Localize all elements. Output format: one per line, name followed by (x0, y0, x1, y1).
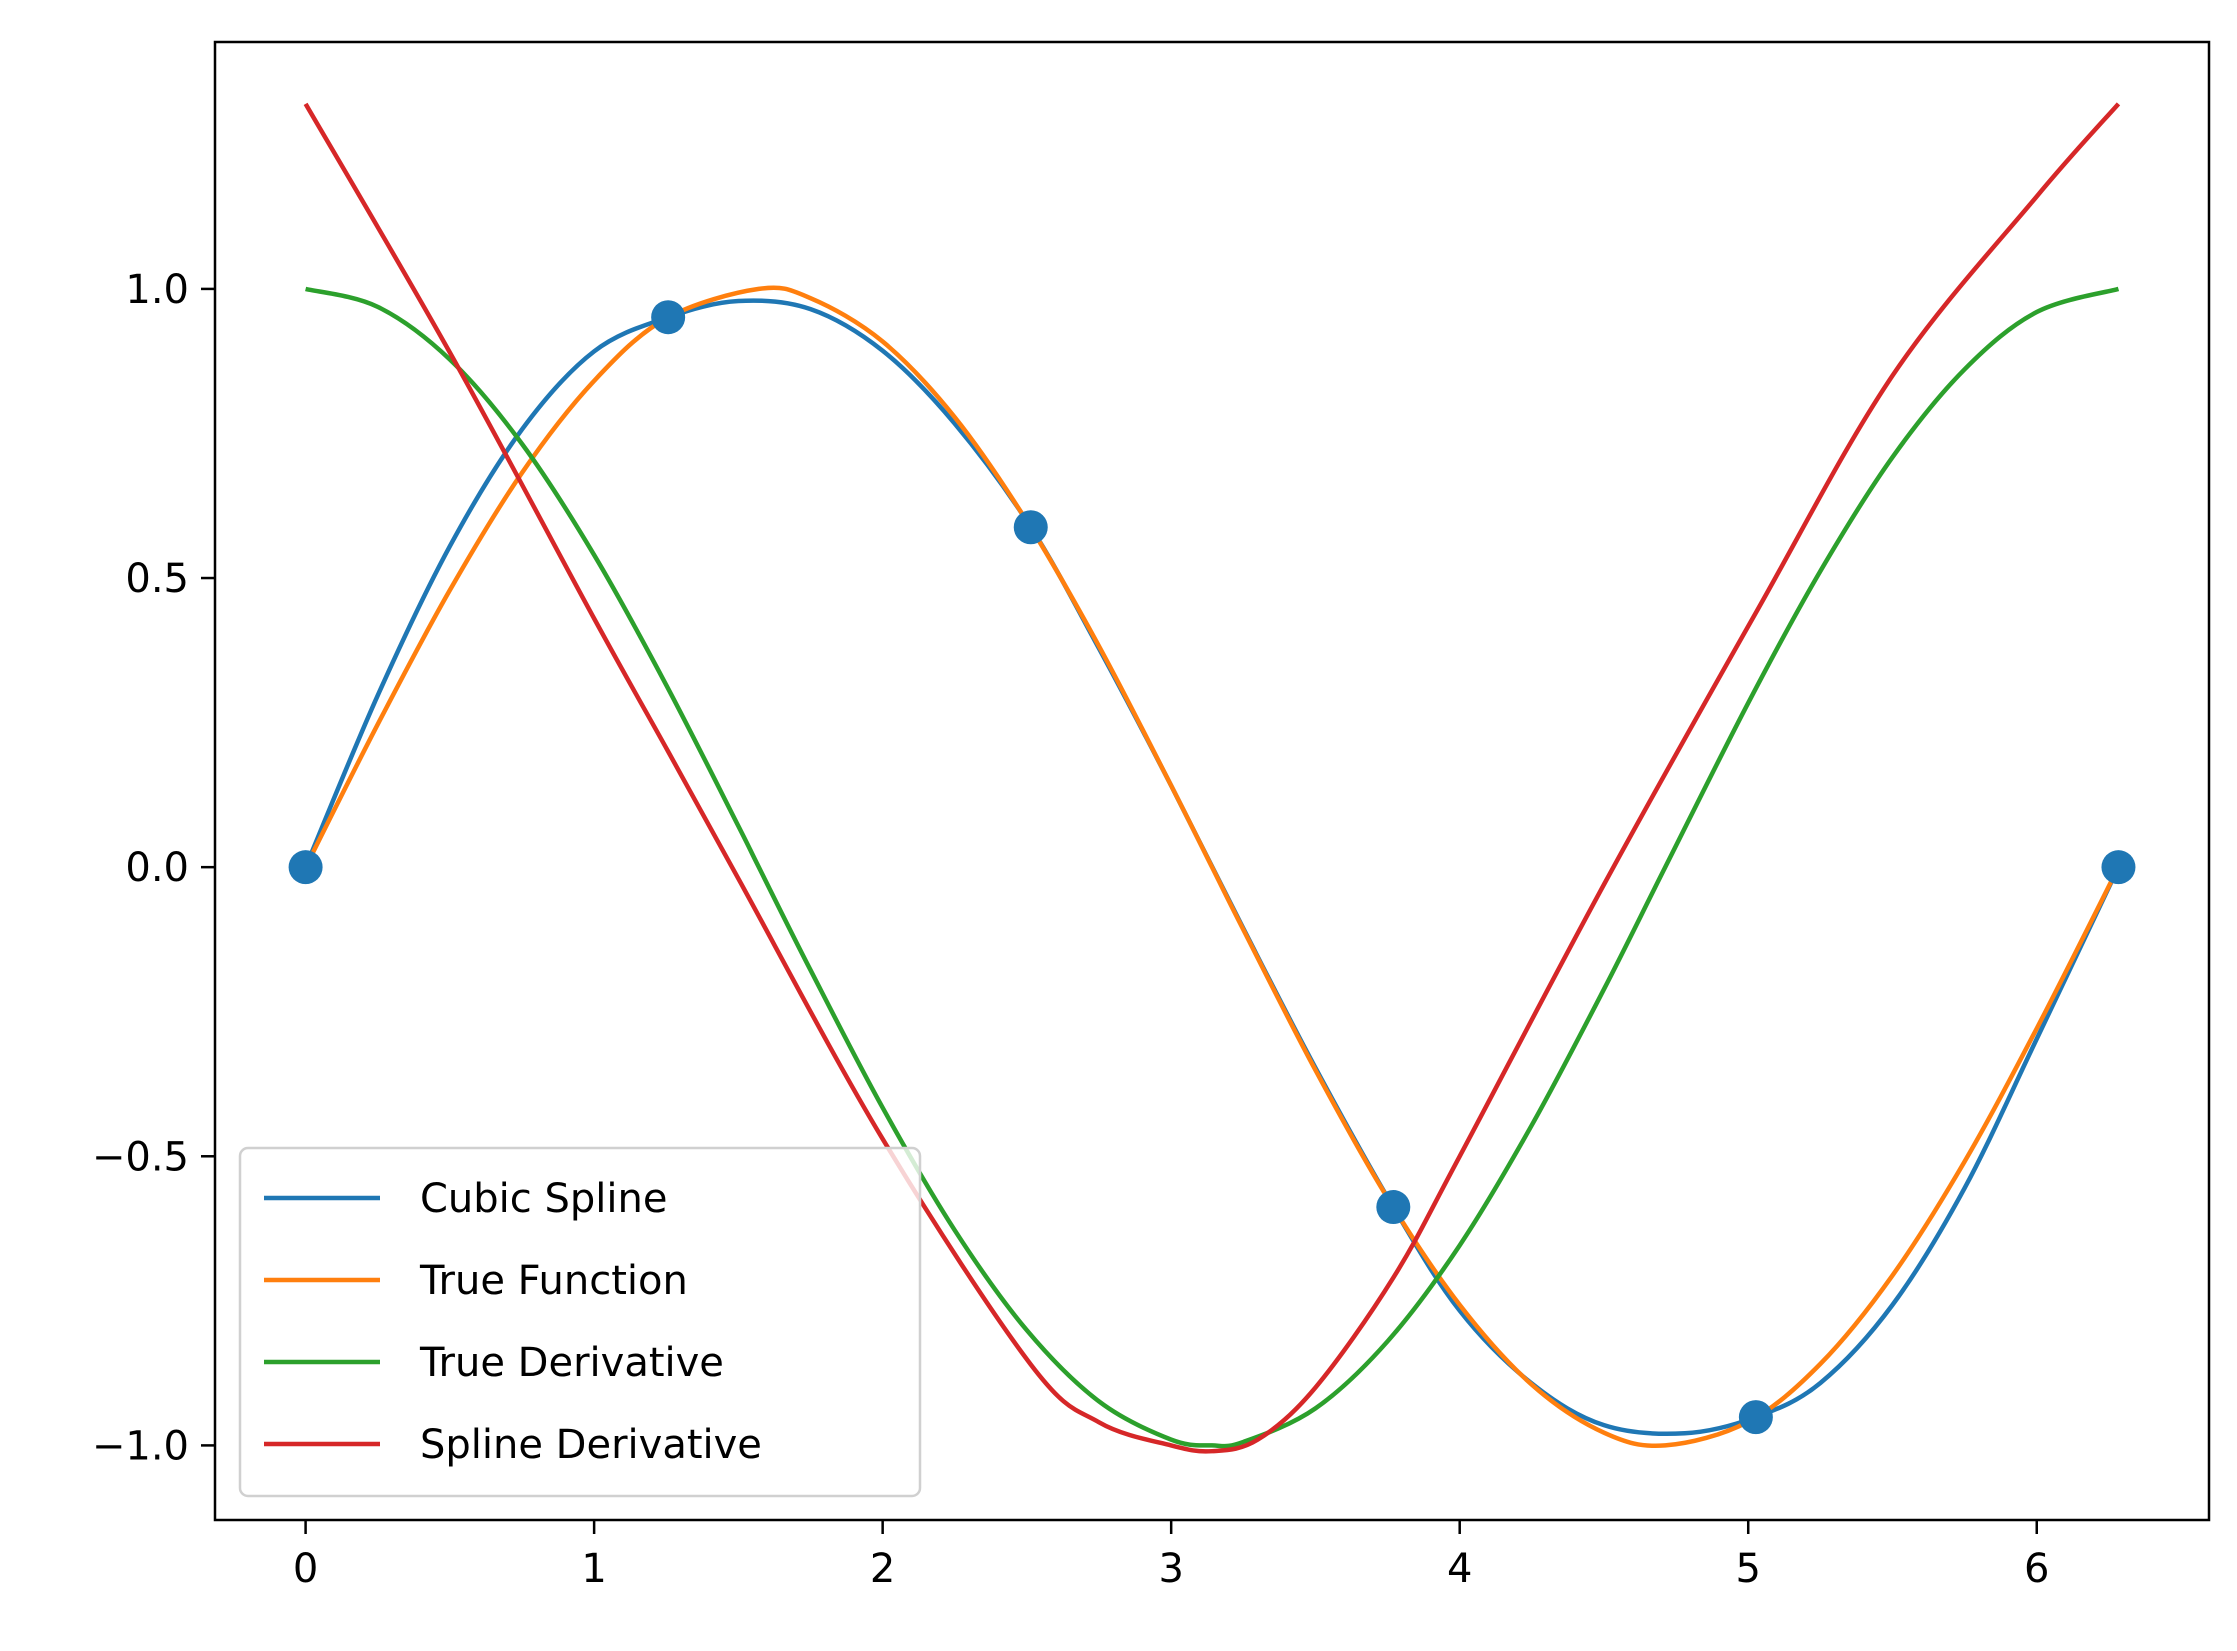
x-tick-label: 4 (1447, 1546, 1472, 1592)
x-tick-label: 0 (293, 1546, 318, 1592)
x-tick-label: 5 (1735, 1546, 1760, 1592)
series-line-true-function (303, 285, 2121, 1449)
y-tick-label: 1.0 (125, 267, 189, 313)
knot-point (1376, 1190, 1411, 1225)
legend-label: Cubic Spline (420, 1176, 667, 1222)
series-line-true-derivative (305, 286, 2120, 1449)
knot-layer (288, 300, 2136, 1435)
x-tick-label: 6 (2024, 1546, 2049, 1592)
legend-label: True Derivative (419, 1340, 724, 1386)
x-tick-label: 1 (581, 1546, 606, 1592)
y-tick-label: −1.0 (92, 1423, 189, 1469)
knot-point (2101, 850, 2136, 885)
legend-box (238, 1146, 922, 1498)
x-tick-label: 2 (870, 1546, 895, 1592)
x-tick-label: 3 (1158, 1546, 1183, 1592)
y-tick-label: 0.5 (125, 556, 189, 602)
knot-point (288, 850, 323, 885)
knot-point (1738, 1400, 1773, 1435)
y-tick-label: 0.0 (125, 845, 189, 891)
knot-point (651, 300, 686, 335)
legend-label: True Function (419, 1258, 688, 1304)
x-axis: 0 1 2 3 4 5 6 (293, 1520, 2049, 1592)
plot-frame (213, 40, 2211, 1522)
y-axis: −1.0 −0.5 0.0 0.5 1.0 (92, 267, 215, 1469)
knot-point (1013, 510, 1048, 545)
series-layer (303, 102, 2121, 1454)
legend: Cubic Spline True Function True Derivative… (238, 1146, 922, 1498)
series-line-spline-derivative (303, 102, 2121, 1454)
legend-label: Spline Derivative (420, 1422, 762, 1468)
y-tick-label: −0.5 (92, 1134, 189, 1180)
